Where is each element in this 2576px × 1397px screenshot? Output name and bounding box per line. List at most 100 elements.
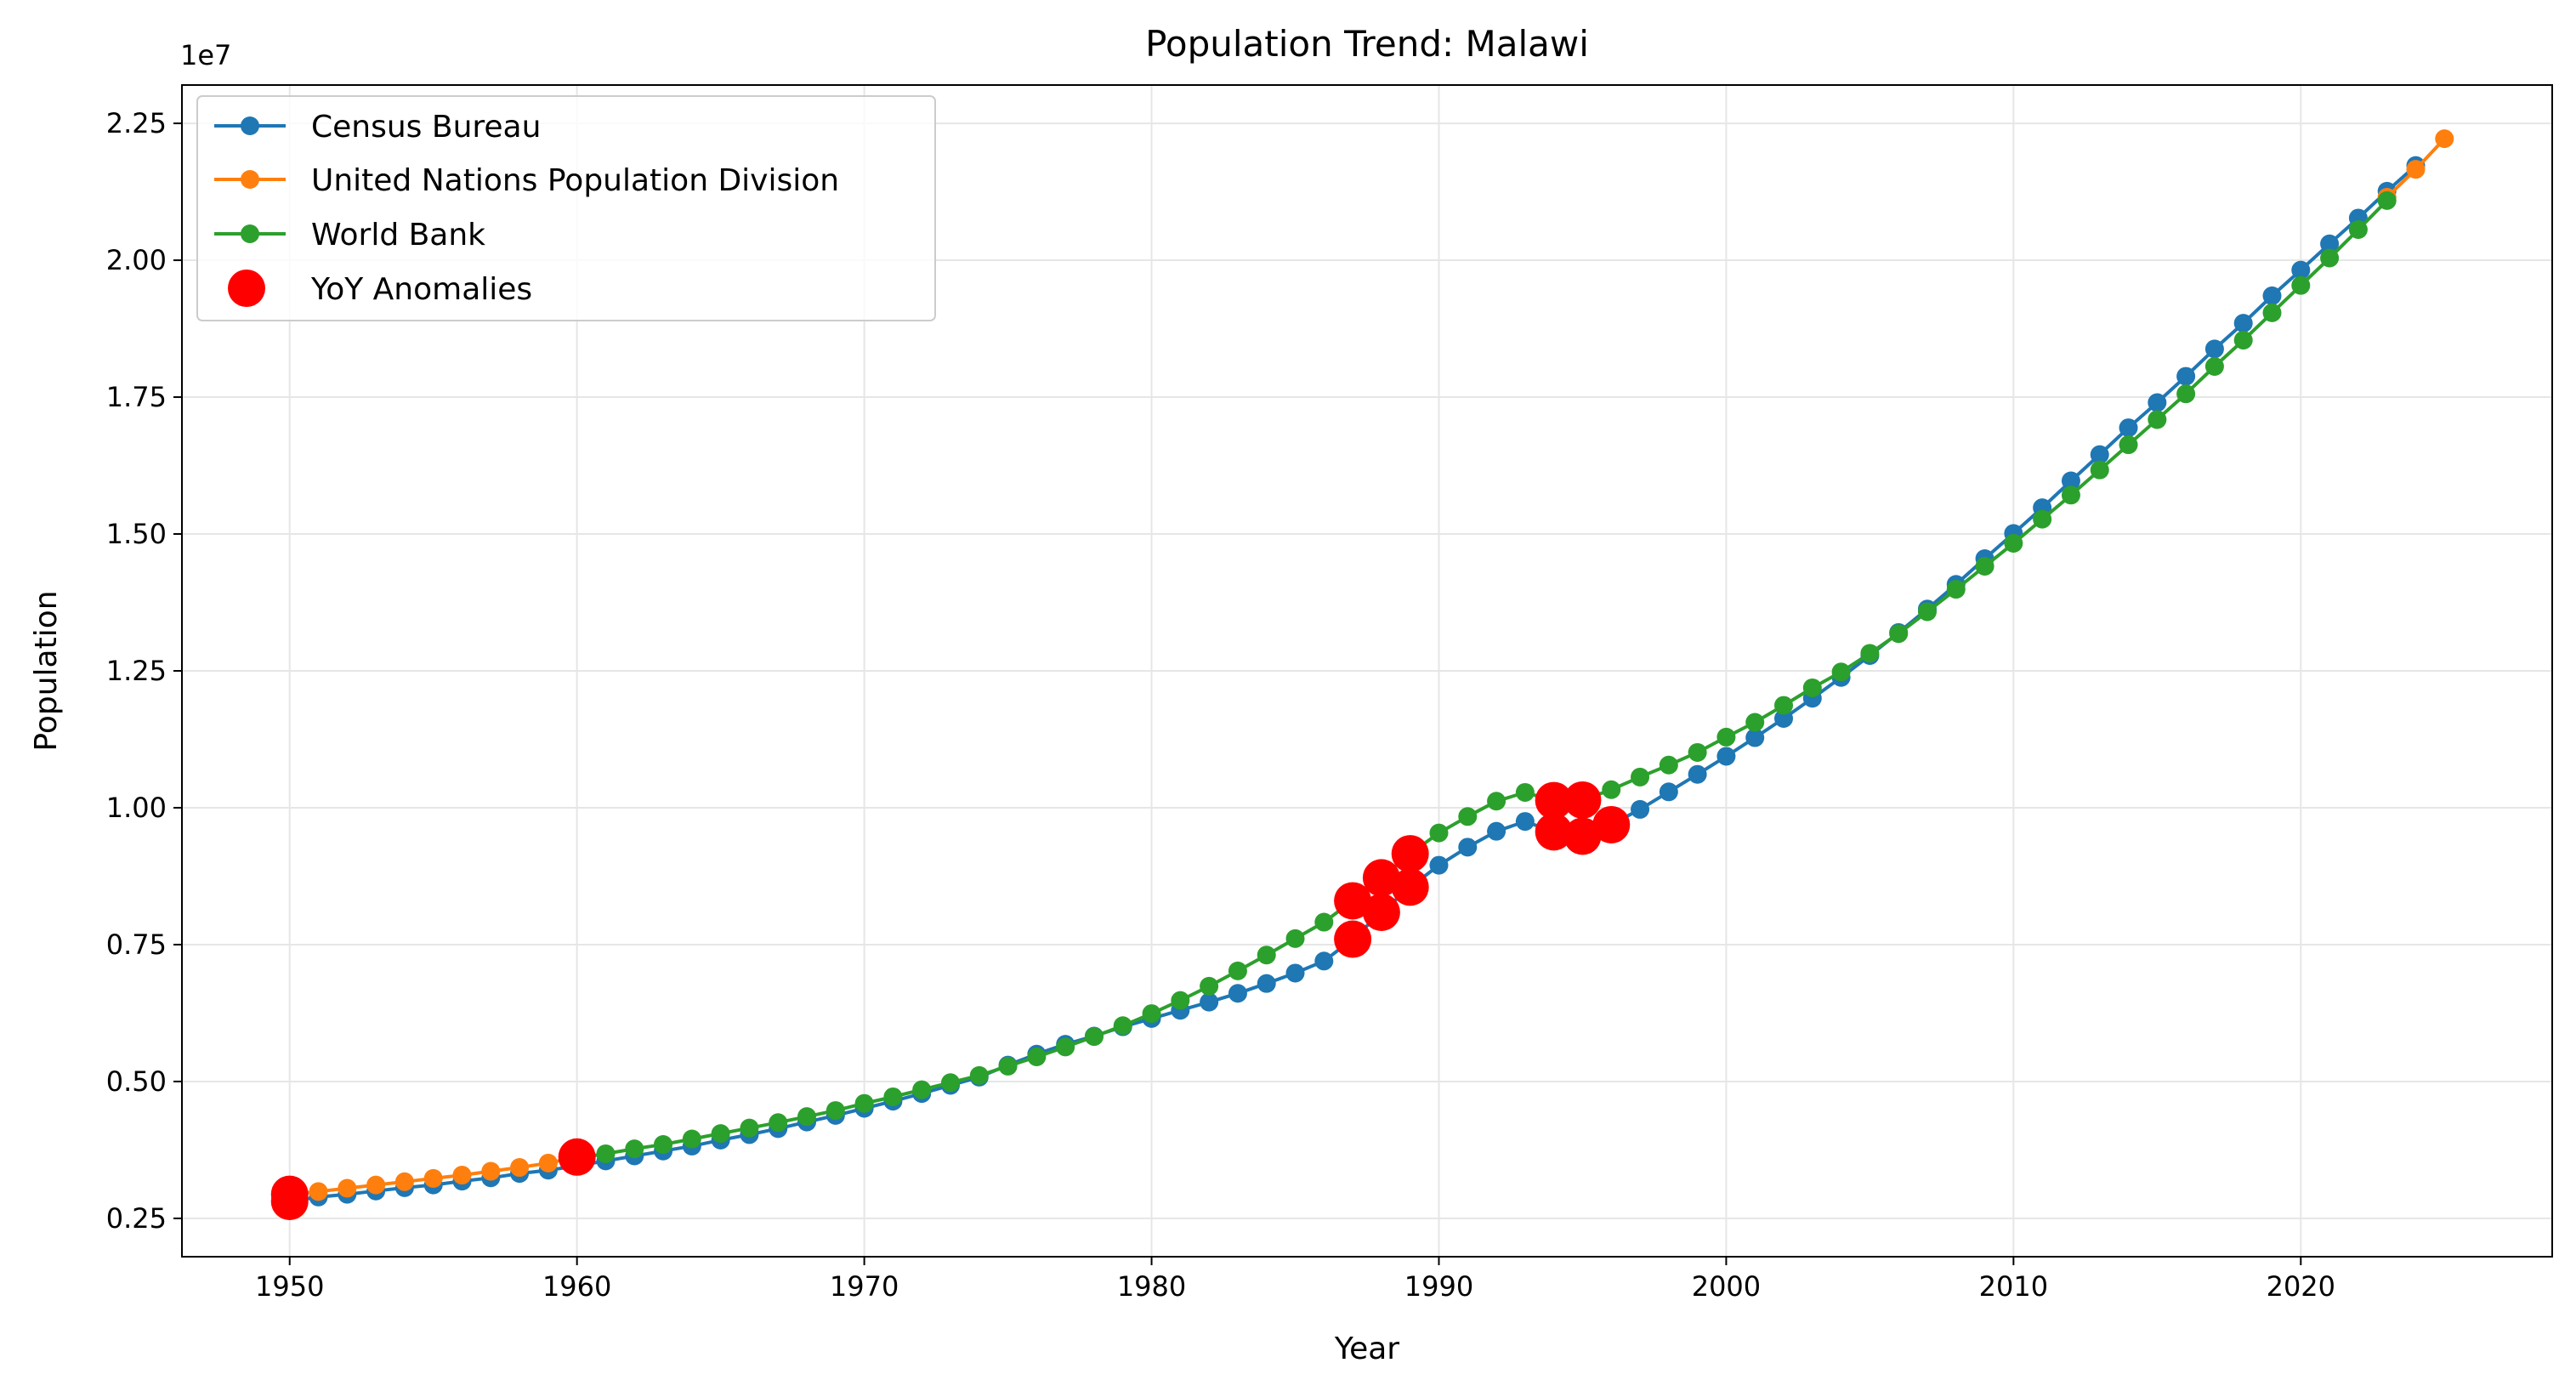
- anomaly-marker: [1334, 882, 1372, 920]
- data-point-census-bureau: [2262, 286, 2282, 305]
- data-point-world-bank: [1228, 961, 1247, 980]
- data-point-world-bank: [682, 1129, 701, 1149]
- data-point-world-bank: [1429, 823, 1449, 843]
- data-point-census-bureau: [1487, 821, 1506, 841]
- data-point-world-bank: [826, 1101, 845, 1121]
- data-point-world-bank: [1659, 755, 1678, 775]
- data-point-census-bureau: [2148, 393, 2167, 412]
- data-point-world-bank: [2090, 460, 2109, 480]
- y-tick-label: 1.50: [106, 518, 167, 550]
- y-axis-label: Population: [29, 590, 64, 751]
- legend-marker-world-bank: [241, 224, 259, 243]
- data-point-united-nations-population-division: [309, 1182, 328, 1201]
- data-point-census-bureau: [1631, 799, 1650, 819]
- data-point-united-nations-population-division: [394, 1172, 414, 1191]
- anomaly-marker: [558, 1138, 596, 1176]
- data-point-world-bank: [940, 1073, 960, 1093]
- data-point-census-bureau: [1429, 855, 1449, 875]
- y-tick-label: 0.25: [106, 1202, 167, 1235]
- data-point-world-bank: [2061, 486, 2080, 505]
- data-point-united-nations-population-division: [423, 1168, 443, 1188]
- legend-label-world-bank: World Bank: [311, 218, 485, 253]
- x-tick-label: 1980: [1117, 1270, 1186, 1303]
- anomaly-marker: [1362, 893, 1400, 931]
- data-point-world-bank: [2119, 435, 2138, 455]
- data-point-census-bureau: [1745, 728, 1765, 747]
- data-point-world-bank: [1257, 946, 1276, 965]
- anomaly-marker: [1592, 805, 1631, 843]
- axis-ticks: 1950 1960 1970 1980 1990 2000 2010 2020 0.25 0.50…: [106, 107, 2335, 1303]
- x-tick-label: 1990: [1404, 1270, 1473, 1303]
- x-tick-label: 2000: [1692, 1270, 1761, 1303]
- data-point-world-bank: [654, 1134, 673, 1154]
- y-offset-label: 1e7: [180, 39, 231, 71]
- data-point-united-nations-population-division: [510, 1158, 530, 1178]
- data-point-census-bureau: [2233, 314, 2253, 333]
- data-point-world-bank: [1113, 1016, 1132, 1036]
- data-point-census-bureau: [1659, 782, 1678, 802]
- data-point-census-bureau: [2061, 471, 2080, 491]
- data-point-world-bank: [2004, 533, 2023, 553]
- x-tick-label: 2020: [2267, 1270, 2335, 1303]
- legend: Census Bureau United Nations Population D…: [196, 95, 936, 321]
- data-point-world-bank: [2233, 331, 2253, 350]
- data-point-world-bank: [2320, 248, 2340, 268]
- data-point-census-bureau: [2119, 418, 2138, 438]
- data-point-census-bureau: [1228, 984, 1247, 1003]
- data-point-census-bureau: [1515, 812, 1535, 832]
- data-point-census-bureau: [2204, 339, 2224, 359]
- legend-label-census-bureau: Census Bureau: [311, 110, 541, 145]
- data-point-world-bank: [1716, 727, 1736, 747]
- data-point-world-bank: [1631, 767, 1650, 787]
- data-point-census-bureau: [1458, 838, 1478, 857]
- data-point-world-bank: [2377, 190, 2397, 210]
- data-point-census-bureau: [1285, 963, 1305, 983]
- data-point-world-bank: [1688, 742, 1707, 762]
- data-point-world-bank: [969, 1065, 989, 1085]
- y-tick-label: 1.00: [106, 792, 167, 824]
- data-point-world-bank: [1314, 912, 1334, 932]
- anomaly-marker: [270, 1175, 309, 1213]
- data-point-world-bank: [1802, 678, 1822, 697]
- data-point-world-bank: [1458, 807, 1478, 826]
- legend-marker-united-nations-population-division: [241, 170, 259, 189]
- data-point-world-bank: [2348, 219, 2368, 239]
- x-tick-label: 1960: [542, 1270, 611, 1303]
- data-point-world-bank: [1860, 644, 1880, 663]
- data-point-census-bureau: [1314, 951, 1334, 971]
- data-point-united-nations-population-division: [2406, 160, 2426, 179]
- data-point-world-bank: [2148, 410, 2167, 429]
- x-axis-label: Year: [1334, 1332, 1399, 1366]
- y-tick-label: 1.75: [106, 381, 167, 413]
- data-point-census-bureau: [2176, 366, 2196, 386]
- data-point-world-bank: [912, 1080, 932, 1099]
- data-point-world-bank: [1946, 580, 1966, 599]
- data-point-world-bank: [797, 1107, 817, 1127]
- data-point-world-bank: [998, 1056, 1018, 1076]
- legend-label-united-nations-population-division: United Nations Population Division: [311, 163, 839, 198]
- data-point-united-nations-population-division: [538, 1153, 558, 1173]
- data-point-united-nations-population-division: [2435, 129, 2454, 149]
- data-point-world-bank: [1889, 624, 1909, 644]
- y-tick-label: 0.75: [106, 928, 167, 961]
- data-point-world-bank: [1285, 928, 1305, 948]
- x-tick-label: 1950: [255, 1270, 324, 1303]
- data-point-world-bank: [1917, 602, 1937, 622]
- data-point-world-bank: [2291, 275, 2311, 295]
- data-point-census-bureau: [2291, 260, 2311, 280]
- data-point-world-bank: [1774, 696, 1794, 715]
- data-point-world-bank: [883, 1087, 903, 1106]
- anomaly-layer: [270, 781, 1631, 1220]
- data-point-world-bank: [596, 1144, 616, 1163]
- legend-marker-anomalies: [228, 270, 265, 307]
- data-point-world-bank: [1602, 780, 1621, 799]
- data-point-census-bureau: [2320, 234, 2340, 253]
- y-tick-label: 2.25: [106, 107, 167, 139]
- x-tick-label: 1970: [830, 1270, 899, 1303]
- data-point-census-bureau: [1257, 974, 1276, 993]
- data-point-world-bank: [1515, 782, 1535, 802]
- data-point-united-nations-population-division: [481, 1161, 501, 1181]
- legend-label-anomalies: YoY Anomalies: [310, 272, 532, 307]
